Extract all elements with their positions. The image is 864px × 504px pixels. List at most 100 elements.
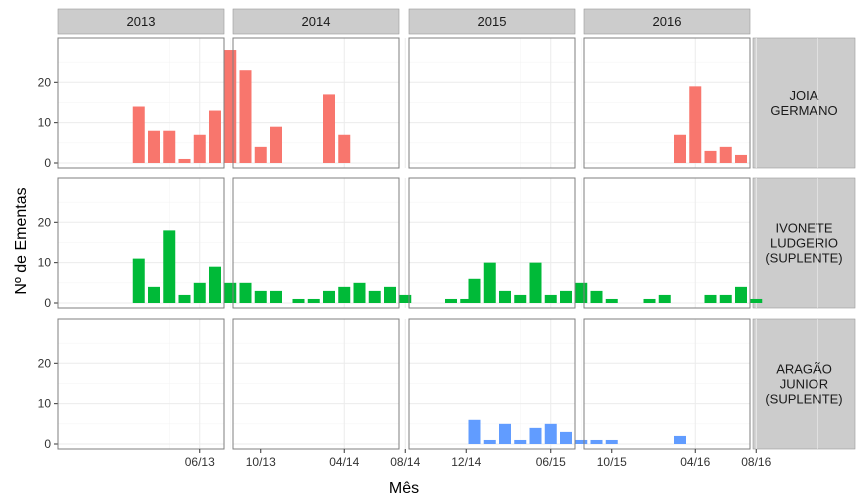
panel-border <box>57 37 225 169</box>
panel-border <box>232 177 400 309</box>
panel-background <box>233 38 399 168</box>
bar <box>529 427 542 444</box>
panel-background <box>409 38 575 168</box>
bar <box>323 290 335 303</box>
bar <box>163 230 176 303</box>
panel-background <box>584 319 750 449</box>
column-strip <box>232 8 400 35</box>
bar <box>353 282 366 303</box>
panel-border <box>408 37 576 169</box>
bar <box>704 294 717 303</box>
row-strip-label: (SUPLENTE) <box>765 392 842 407</box>
y-tick-label: 20 <box>38 75 52 89</box>
bar <box>719 294 732 303</box>
bar <box>178 158 191 163</box>
y-tick-label: 0 <box>44 156 51 170</box>
bar <box>132 106 145 163</box>
panel-background <box>584 178 750 308</box>
bar <box>560 431 572 444</box>
bar <box>544 423 557 444</box>
bar <box>224 282 237 303</box>
panel-border <box>232 318 400 450</box>
bar <box>750 298 763 303</box>
bar <box>163 130 176 163</box>
bar <box>270 126 282 163</box>
row-strip-label: ARAGÃO <box>776 362 832 377</box>
bar <box>193 134 206 163</box>
bar <box>384 286 396 303</box>
bar <box>193 282 206 303</box>
x-tick-label: 08/16 <box>741 455 771 469</box>
bar <box>674 435 686 444</box>
panel-border <box>408 318 576 450</box>
bar <box>148 130 160 163</box>
x-tick-label: 04/16 <box>680 455 710 469</box>
column-strip-label: 2014 <box>302 14 331 29</box>
row-strip-label: JOIA <box>790 88 819 103</box>
panel-background <box>233 178 399 308</box>
bar <box>605 298 618 303</box>
x-tick-label: 08/14 <box>390 455 420 469</box>
bar <box>224 50 237 163</box>
column-strip <box>57 8 225 35</box>
y-tick-label: 10 <box>38 116 52 130</box>
bar <box>468 419 481 444</box>
bar <box>292 298 305 303</box>
bar <box>399 294 412 303</box>
y-tick-label: 10 <box>38 256 52 270</box>
panel-background <box>58 319 224 449</box>
x-tick-label: 06/15 <box>536 455 566 469</box>
panel-border <box>583 177 751 309</box>
bar <box>704 150 717 163</box>
bar <box>514 294 527 303</box>
bar <box>643 298 656 303</box>
bar <box>719 146 732 163</box>
x-tick-label: 12/14 <box>451 455 481 469</box>
bar <box>270 290 282 303</box>
bar <box>239 282 252 303</box>
bar <box>468 278 481 303</box>
row-strip-label: JUNIOR <box>780 377 828 392</box>
row-strip <box>752 318 856 450</box>
y-axis-title: Nº de Ementas <box>13 187 30 294</box>
column-strip-label: 2015 <box>478 14 507 29</box>
bar <box>323 94 335 163</box>
row-strip <box>752 37 856 169</box>
x-tick-label: 10/13 <box>246 455 276 469</box>
panel-border <box>57 177 225 309</box>
bar <box>544 294 557 303</box>
bar <box>590 439 603 444</box>
row-strip-label: LUDGERIO <box>770 236 838 251</box>
column-strip <box>583 8 751 35</box>
y-tick-label: 10 <box>38 397 52 411</box>
panel-border <box>57 318 225 450</box>
column-strip-label: 2013 <box>127 14 156 29</box>
y-tick-label: 20 <box>38 215 52 229</box>
bar <box>338 286 351 303</box>
bar <box>239 70 252 163</box>
bar <box>132 258 145 303</box>
bar <box>575 282 588 303</box>
column-strip-label: 2016 <box>653 14 682 29</box>
bar <box>307 298 320 303</box>
bar <box>254 146 267 163</box>
x-tick-label: 10/15 <box>597 455 627 469</box>
bar <box>658 294 671 303</box>
bar <box>605 439 618 444</box>
panel-background <box>233 319 399 449</box>
bar <box>560 290 572 303</box>
bar <box>529 262 542 303</box>
panel-border <box>583 318 751 450</box>
row-strip-label: (SUPLENTE) <box>765 251 842 266</box>
bar <box>499 290 511 303</box>
bar <box>590 290 603 303</box>
bar <box>674 134 686 163</box>
bar <box>209 266 221 303</box>
bar <box>209 110 221 163</box>
row-strip <box>752 177 856 309</box>
y-tick-label: 20 <box>38 356 52 370</box>
bar <box>460 298 473 303</box>
x-tick-label: 06/13 <box>185 455 215 469</box>
panel-border <box>583 37 751 169</box>
